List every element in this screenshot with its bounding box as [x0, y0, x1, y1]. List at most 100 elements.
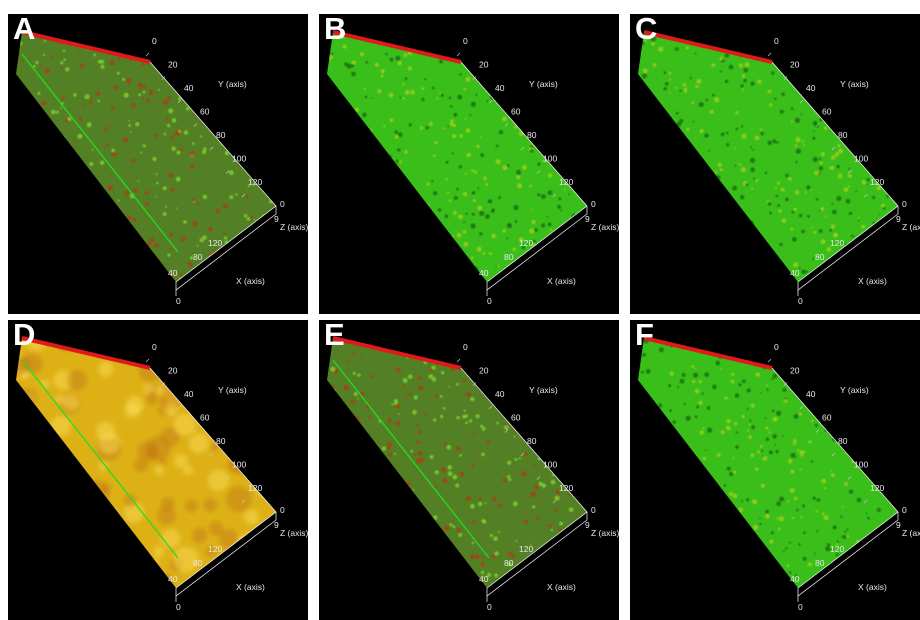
panel-letter: E	[324, 320, 345, 352]
x-tick-label: 0	[176, 602, 181, 612]
y-tick-label: 20	[790, 60, 800, 70]
x-tick-label: 120	[830, 238, 844, 248]
volume-render: 0 20 40 60 80 100 120 Y (axis) 120 80 40 0 X (axis) 0…	[638, 30, 920, 306]
red-axis-line	[643, 336, 773, 370]
z-axis-label: Z (axis)	[902, 528, 920, 538]
x-tick-label: 120	[208, 238, 222, 248]
x-tick-label: 40	[790, 268, 800, 278]
y-tick-label: 40	[495, 83, 505, 93]
volume-render: 0 20 40 60 80 100 120 Y (axis) 120 80 40 0 X (axis) 0…	[327, 30, 619, 306]
x-tick-label: 0	[487, 602, 492, 612]
z-tick-label: 9	[274, 520, 279, 530]
z-axis-label: Z (axis)	[280, 528, 308, 538]
y-tick-label: 60	[511, 413, 521, 423]
y-tick-label: 60	[200, 413, 210, 423]
x-tick-label: 80	[504, 252, 514, 262]
red-axis-line	[332, 30, 462, 64]
x-tick-label: 120	[830, 544, 844, 554]
z-axis-label: Z (axis)	[280, 222, 308, 232]
x-tick-label: 40	[168, 574, 178, 584]
y-tick-label: 120	[870, 483, 884, 493]
x-tick-label: 40	[479, 268, 489, 278]
x-axis-label: X (axis)	[858, 582, 887, 592]
panel-e: 0 20 40 60 80 100 120 Y (axis) 120 80 40 0 X (axis) 0…	[319, 320, 619, 620]
sample-surface	[638, 32, 898, 282]
panel-c: 0 20 40 60 80 100 120 Y (axis) 120 80 40 0 X (axis) 0…	[630, 14, 920, 314]
volume-render: 0 20 40 60 80 100 120 Y (axis) 120 80 40 0 X (axis) 0…	[327, 336, 619, 612]
x-axis-label: X (axis)	[547, 276, 576, 286]
z-axis-label: Z (axis)	[902, 222, 920, 232]
x-tick-label: 80	[815, 252, 825, 262]
y-tick-label: 0	[463, 36, 468, 46]
y-tick-label: 80	[838, 130, 848, 140]
x-axis-label: X (axis)	[236, 276, 265, 286]
z-tick-label: 0	[280, 199, 285, 209]
y-axis-label: Y (axis)	[840, 79, 869, 89]
z-tick-label: 9	[896, 520, 901, 530]
x-tick-label: 40	[479, 574, 489, 584]
y-tick-label: 120	[248, 177, 262, 187]
y-tick-label: 60	[822, 107, 832, 117]
y-tick-label: 40	[495, 389, 505, 399]
x-axis-label: X (axis)	[547, 582, 576, 592]
y-tick-label: 40	[806, 83, 816, 93]
panel-letter: D	[13, 320, 36, 352]
panel-letter: C	[635, 14, 658, 46]
z-axis-label: Z (axis)	[591, 528, 619, 538]
red-axis-line	[21, 336, 151, 370]
y-tick-label: 100	[854, 154, 868, 164]
x-tick-label: 80	[504, 558, 514, 568]
y-tick-label: 0	[774, 342, 779, 352]
y-tick-label: 0	[152, 36, 157, 46]
y-axis-label: Y (axis)	[840, 385, 869, 395]
y-axis-label: Y (axis)	[529, 79, 558, 89]
bounding-frame	[460, 61, 588, 291]
red-axis-line	[332, 336, 462, 370]
panel-letter: F	[635, 320, 654, 352]
y-tick-label: 80	[527, 436, 537, 446]
y-tick-label: 80	[216, 436, 226, 446]
y-tick-label: 80	[527, 130, 537, 140]
red-axis-line	[643, 30, 773, 64]
y-tick-label: 0	[774, 36, 779, 46]
y-tick-label: 20	[168, 60, 178, 70]
y-tick-label: 20	[479, 60, 489, 70]
z-tick-label: 9	[585, 214, 590, 224]
x-tick-label: 0	[798, 296, 803, 306]
y-tick-label: 120	[870, 177, 884, 187]
sample-surface	[16, 32, 276, 282]
volume-render: 0 20 40 60 80 100 120 Y (axis) 120 80 40 0 X (axis) 0…	[638, 336, 920, 612]
bounding-frame	[771, 61, 899, 291]
y-tick-label: 0	[463, 342, 468, 352]
x-tick-label: 120	[519, 544, 533, 554]
z-tick-label: 0	[280, 505, 285, 515]
y-tick-label: 40	[184, 83, 194, 93]
x-tick-label: 80	[193, 252, 203, 262]
x-tick-label: 120	[208, 544, 222, 554]
y-tick-label: 100	[543, 460, 557, 470]
y-tick-label: 40	[806, 389, 816, 399]
y-tick-label: 120	[248, 483, 262, 493]
z-tick-label: 0	[591, 199, 596, 209]
x-axis-label: X (axis)	[858, 276, 887, 286]
sample-surface	[638, 338, 898, 588]
y-tick-label: 100	[543, 154, 557, 164]
green-axis-line	[21, 359, 179, 559]
x-tick-label: 0	[176, 296, 181, 306]
z-tick-label: 9	[585, 520, 590, 530]
x-tick-label: 80	[815, 558, 825, 568]
y-tick-label: 120	[559, 177, 573, 187]
x-tick-label: 120	[519, 238, 533, 248]
z-tick-label: 0	[902, 199, 907, 209]
bounding-frame	[149, 61, 277, 291]
y-tick-label: 20	[790, 366, 800, 376]
panel-f: 0 20 40 60 80 100 120 Y (axis) 120 80 40 0 X (axis) 0…	[630, 320, 920, 620]
x-tick-label: 40	[790, 574, 800, 584]
x-tick-label: 0	[487, 296, 492, 306]
y-axis-label: Y (axis)	[218, 79, 247, 89]
panel-b: 0 20 40 60 80 100 120 Y (axis) 120 80 40 0 X (axis) 0…	[319, 14, 619, 314]
x-tick-label: 0	[798, 602, 803, 612]
y-tick-label: 20	[168, 366, 178, 376]
y-tick-label: 0	[152, 342, 157, 352]
volume-render: 0 20 40 60 80 100 120 Y (axis) 120 80 40 0 X (axis) 0…	[16, 30, 308, 306]
